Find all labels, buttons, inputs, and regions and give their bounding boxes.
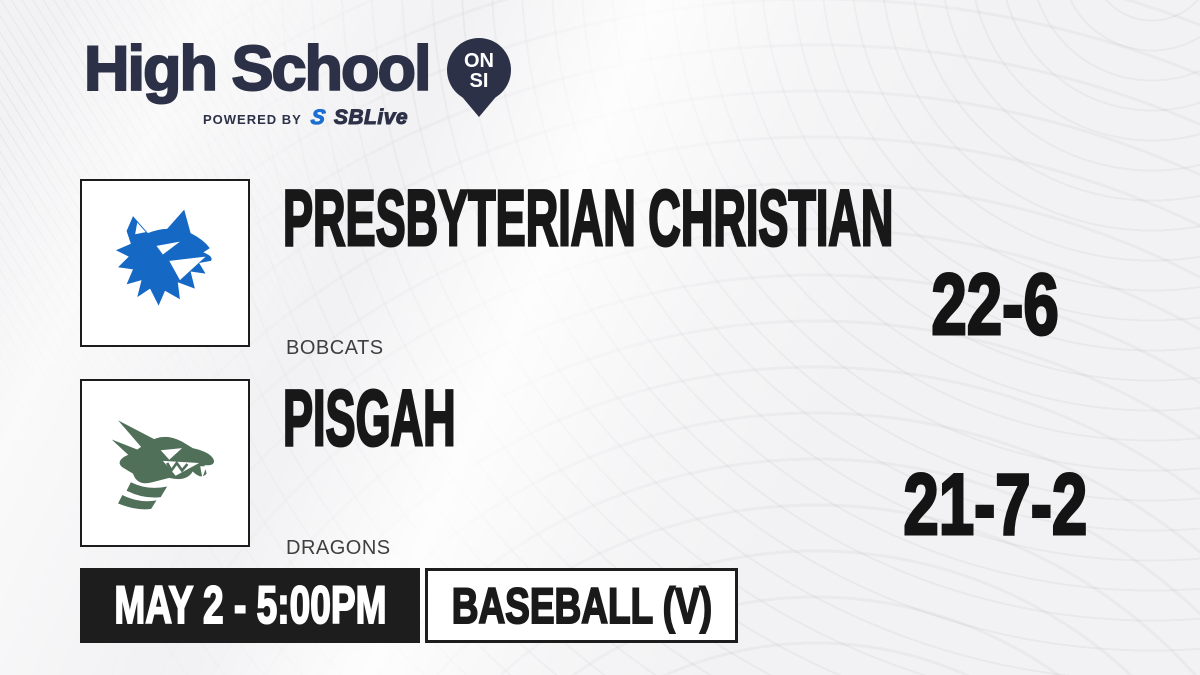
team2-name: PISGAH: [282, 373, 456, 462]
sblive-icon: S: [309, 106, 327, 130]
game-sport-box: BASEBALL (V): [425, 568, 738, 643]
powered-by-row: POWERED BY S SBLive: [203, 106, 408, 130]
powered-by-label: POWERED BY: [203, 112, 302, 127]
team1-mascot: BOBCATS: [286, 337, 384, 359]
game-datetime: MAY 2 - 5:00PM: [113, 576, 387, 635]
brand-title: High School: [83, 34, 432, 104]
team2-logo-box: [80, 379, 250, 547]
team1-name: PRESBYTERIAN CHRISTIAN: [282, 173, 894, 262]
team2-record: 21-7-2: [902, 457, 1088, 553]
team1-logo-box: [80, 179, 250, 347]
dragon-logo-icon: [111, 420, 215, 510]
on-si-pin-icon: ON SI: [447, 38, 511, 117]
game-sport: BASEBALL (V): [451, 577, 713, 634]
team2-mascot: DRAGONS: [286, 537, 391, 559]
pin-text-si: SI: [470, 70, 489, 92]
team1-record: 22-6: [930, 257, 1060, 353]
pin-text-on: ON: [464, 50, 494, 72]
game-datetime-box: MAY 2 - 5:00PM: [80, 568, 420, 643]
bobcat-logo-icon: [115, 209, 212, 306]
sblive-wordmark: SBLive: [333, 106, 409, 130]
